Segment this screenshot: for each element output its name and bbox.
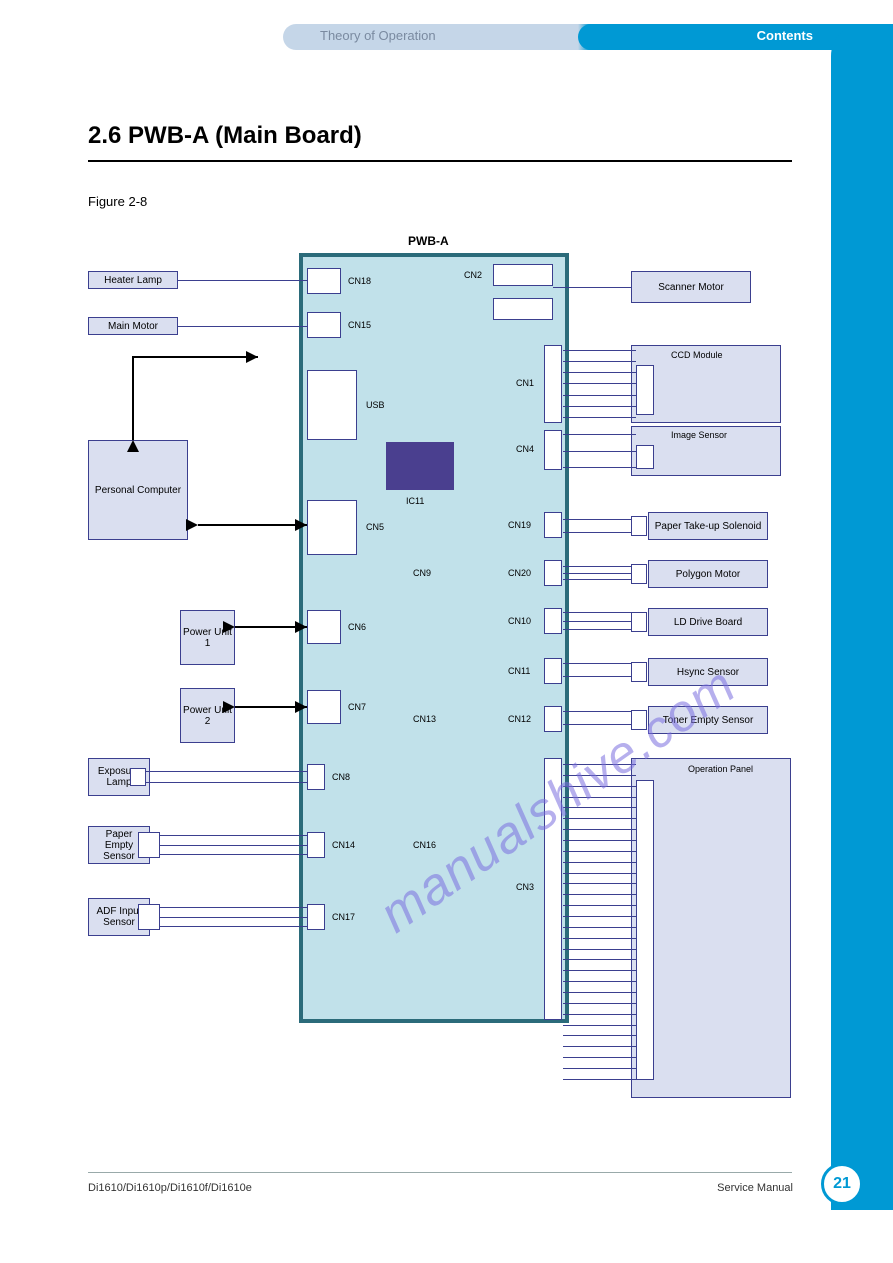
wire-scanmotor (553, 287, 631, 288)
port-cn12 (544, 706, 562, 732)
box-polygon: Polygon Motor (648, 560, 768, 588)
label-cn16: CN16 (413, 840, 436, 850)
port-cn7 (307, 690, 341, 724)
box-motor: Main Motor (88, 317, 178, 335)
box-hsync: Hsync Sensor (648, 658, 768, 686)
box-paper-take: Paper Take-up Solenoid (648, 512, 768, 540)
box-heater: Heater Lamp (88, 271, 178, 289)
box-pu2: Power Unit 2 (180, 688, 235, 743)
port-cn2 (493, 264, 553, 286)
page-number: 21 (821, 1163, 863, 1205)
footer-left: Di1610/Di1610p/Di1610f/Di1610e (88, 1182, 252, 1194)
conn-adf-input (138, 904, 160, 930)
port-cn10 (544, 608, 562, 634)
label-cn10: CN10 (508, 616, 531, 626)
label-cn4: CN4 (516, 444, 534, 454)
box-op-panel (631, 758, 791, 1098)
label-usb: USB (366, 400, 385, 410)
label-cn1: CN1 (516, 378, 534, 388)
label-cn5: CN5 (366, 522, 384, 532)
ribbon-ld (563, 612, 631, 630)
wire-heater (178, 280, 307, 281)
ribbon-image-sensor (563, 434, 636, 468)
conn-op-panel (636, 780, 654, 1080)
port-cn8 (307, 764, 325, 790)
label-ccd: CCD Module (671, 350, 723, 360)
chip-ic11 (386, 442, 454, 490)
port-cn1 (544, 345, 562, 423)
ribbon-op-panel (563, 764, 636, 1080)
wires-toner-empty (563, 711, 631, 725)
footer-rule (88, 1172, 792, 1173)
header-left: Theory of Operation (320, 28, 436, 43)
port-cn6 (307, 610, 341, 644)
port-cn11 (544, 658, 562, 684)
conn-paper-empty (138, 832, 160, 858)
port-cn2b (493, 298, 553, 320)
ribbon-paper-empty (160, 835, 307, 855)
header-right: Contents (757, 28, 813, 43)
port-cn19 (544, 512, 562, 538)
label-image-sensor: Image Sensor (671, 430, 727, 440)
arrow-pc-cn5 (198, 520, 307, 530)
wires-exposure (146, 771, 307, 783)
box-pc: Personal Computer (88, 440, 188, 540)
wires-paper-take (563, 519, 631, 533)
arrow-pc-usb (133, 357, 263, 447)
port-cn20 (544, 560, 562, 586)
port-cn14 (307, 832, 325, 858)
port-cn18 (307, 268, 341, 294)
label-cn14: CN14 (332, 840, 355, 850)
arrow-pu2 (235, 702, 307, 712)
label-op-panel: Operation Panel (688, 764, 753, 774)
section-title: 2.6 PWB-A (Main Board) (88, 122, 362, 150)
conn-ld-drive (631, 612, 647, 632)
diagram: PWB-A Heater Lamp Main Motor Personal Co… (88, 250, 792, 1130)
side-curve (831, 24, 893, 1210)
ribbon-adf-input (160, 907, 307, 927)
label-cn2: CN2 (464, 270, 482, 280)
wire-motor (178, 326, 307, 327)
box-pu1: Power Unit 1 (180, 610, 235, 665)
label-cn9: CN9 (413, 568, 431, 578)
label-cn7: CN7 (348, 702, 366, 712)
label-cn17: CN17 (332, 912, 355, 922)
label-cn6: CN6 (348, 622, 366, 632)
conn-hsync (631, 662, 647, 682)
box-ld-drive: LD Drive Board (648, 608, 768, 636)
wires-hsync (563, 663, 631, 677)
footer-right: Service Manual (717, 1182, 793, 1194)
port-cn17 (307, 904, 325, 930)
conn-toner-empty (631, 710, 647, 730)
port-cn3 (544, 758, 562, 1020)
label-cn13: CN13 (413, 714, 436, 724)
label-cn18: CN18 (348, 276, 371, 286)
label-ic11: IC11 (406, 496, 424, 506)
figure-label: Figure 2-8 (88, 194, 147, 209)
box-scan-motor: Scanner Motor (631, 271, 751, 303)
port-cn4 (544, 430, 562, 470)
label-cn15: CN15 (348, 320, 371, 330)
arrow-pu1 (235, 622, 307, 632)
label-cn11: CN11 (508, 666, 530, 676)
ribbon-polygon (563, 566, 631, 580)
box-toner-empty: Toner Empty Sensor (648, 706, 768, 734)
conn-ccd (636, 365, 654, 415)
label-cn12: CN12 (508, 714, 531, 724)
conn-paper-take (631, 516, 647, 536)
ribbon-ccd (563, 350, 636, 418)
conn-polygon (631, 564, 647, 584)
conn-exposure (130, 768, 146, 786)
label-cn20: CN20 (508, 568, 531, 578)
port-cn15 (307, 312, 341, 338)
port-usb (307, 370, 357, 440)
board-label: PWB-A (408, 234, 449, 248)
port-cn5 (307, 500, 357, 555)
section-rule (88, 160, 792, 162)
conn-image-sensor (636, 445, 654, 469)
label-cn8: CN8 (332, 772, 350, 782)
label-cn19: CN19 (508, 520, 531, 530)
label-cn3: CN3 (516, 882, 534, 892)
